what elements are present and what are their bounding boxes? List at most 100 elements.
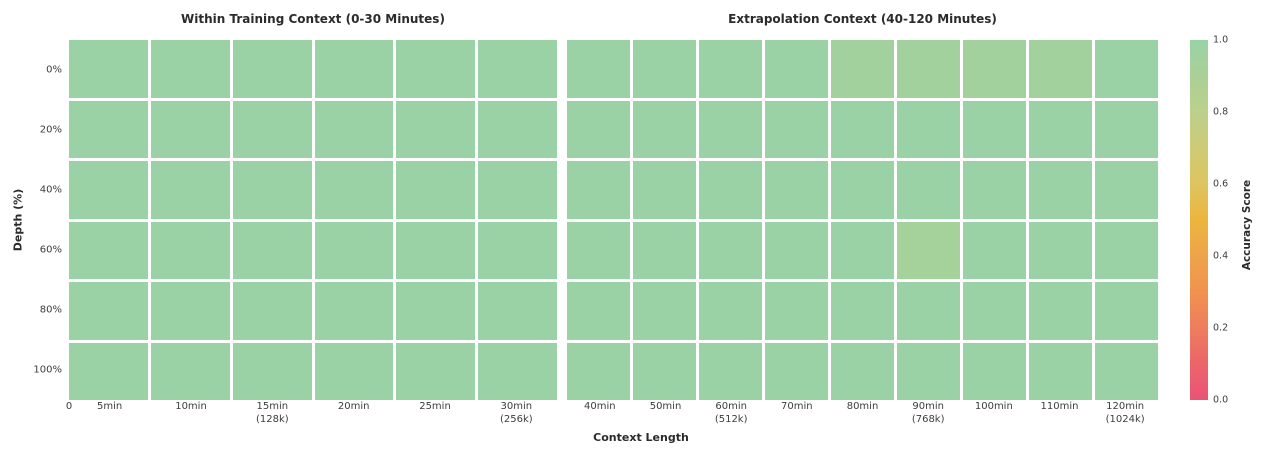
heatmap-cell (831, 282, 894, 340)
heatmap-cell (897, 40, 960, 98)
heatmap-cell (963, 161, 1026, 219)
heatmap-cell (1029, 100, 1092, 158)
colorbar-tick-label: 1.0 (1213, 34, 1229, 46)
heatmap-cell (963, 100, 1026, 158)
right-heatmap-grid (567, 40, 1158, 400)
heatmap-cell (765, 221, 828, 279)
heatmap-cell (314, 161, 394, 219)
heatmap-cell (478, 100, 557, 158)
heatmap-cell (150, 342, 230, 400)
heatmap-cell (1029, 282, 1092, 340)
colorbar-tick-label: 0.0 (1213, 394, 1229, 406)
heatmap-cell (897, 100, 960, 158)
heatmap-cell (1095, 221, 1158, 279)
heatmap-cell (1029, 161, 1092, 219)
heatmap-cell (1029, 221, 1092, 279)
x-tick-label: 60min (512k) (714, 401, 748, 425)
heatmap-cell (314, 282, 394, 340)
heatmap-cell (396, 221, 476, 279)
heatmap-cell (69, 221, 148, 279)
heatmap-cell (69, 40, 148, 98)
x-tick-label: 10min (175, 401, 207, 412)
heatmap-cell (1095, 282, 1158, 340)
heatmap-cell (633, 100, 696, 158)
heatmap-cell (897, 282, 960, 340)
heatmap-cell (150, 40, 230, 98)
colorbar (1190, 40, 1208, 400)
heatmap-cell (396, 342, 476, 400)
heatmap-cell (699, 40, 762, 98)
heatmap-cell (831, 221, 894, 279)
heatmap-cell (396, 100, 476, 158)
heatmap-cell (232, 161, 312, 219)
x-tick-label: 100min (974, 401, 1013, 412)
heatmap-cell (232, 221, 312, 279)
heatmap-cell (963, 221, 1026, 279)
x-tick-label: 5min (97, 401, 123, 412)
y-tick-label: 80% (39, 304, 62, 316)
colorbar-tick-label: 0.2 (1213, 322, 1229, 334)
heatmap-cell (567, 161, 630, 219)
heatmap-cell (478, 342, 557, 400)
colorbar-tick-label: 0.4 (1213, 250, 1229, 262)
heatmap-cell (232, 282, 312, 340)
heatmap-cell (478, 282, 557, 340)
heatmap-cell (831, 342, 894, 400)
heatmap-cell (633, 342, 696, 400)
x-tick-label: 20min (337, 401, 370, 412)
heatmap-cell (567, 100, 630, 158)
heatmap-cell (633, 161, 696, 219)
x-tick-label-edge: 0 (65, 401, 73, 412)
heatmap-cell (232, 342, 312, 400)
heatmap-cell (232, 40, 312, 98)
heatmap-cell (314, 342, 394, 400)
heatmap-cell (478, 221, 557, 279)
heatmap-cell (897, 342, 960, 400)
heatmap-cell (314, 221, 394, 279)
heatmap-cell (699, 100, 762, 158)
heatmap-cell (699, 161, 762, 219)
y-axis-label: Depth (%) (11, 188, 25, 252)
heatmap-cell (897, 221, 960, 279)
x-tick-label: 15min (128k) (255, 401, 289, 425)
heatmap-cell (699, 342, 762, 400)
heatmap-cell (232, 100, 312, 158)
x-tick-label: 30min (256k) (499, 401, 533, 425)
heatmap-cell (69, 100, 148, 158)
y-tick-label: 100% (33, 364, 62, 376)
heatmap-cell (567, 282, 630, 340)
heatmap-cell (1095, 100, 1158, 158)
heatmap-cell (831, 100, 894, 158)
heatmap-cell (765, 342, 828, 400)
heatmap-cell (765, 100, 828, 158)
heatmap-cell (765, 40, 828, 98)
x-tick-label: 50min (649, 401, 682, 412)
heatmap-cell (69, 161, 148, 219)
heatmap-cell (396, 282, 476, 340)
heatmap-cell (567, 221, 630, 279)
heatmap-cell (699, 282, 762, 340)
heatmap-cell (633, 221, 696, 279)
x-axis-label: Context Length (593, 431, 689, 444)
heatmap-cell (478, 40, 557, 98)
x-tick-label: 25min (419, 401, 451, 412)
heatmap-cell (1029, 40, 1092, 98)
heatmap-cell (150, 161, 230, 219)
heatmap-cell (396, 40, 476, 98)
heatmap-cell (831, 40, 894, 98)
y-tick-label: 60% (39, 244, 62, 256)
heatmap-cell (1095, 40, 1158, 98)
x-tick-label: 40min (584, 401, 616, 412)
left-panel-title: Within Training Context (0-30 Minutes) (181, 12, 445, 26)
heatmap-cell (1095, 161, 1158, 219)
heatmap-cell (963, 342, 1026, 400)
heatmap-cell (765, 282, 828, 340)
heatmap-cell (567, 40, 630, 98)
heatmap-cell (963, 282, 1026, 340)
x-tick-label: 70min (781, 401, 813, 412)
y-tick-label: 0% (46, 64, 62, 76)
heatmap-cell (1095, 342, 1158, 400)
heatmap-cell (314, 40, 394, 98)
colorbar-tick-label: 0.6 (1213, 178, 1229, 190)
x-tick-label: 90min (768k) (911, 401, 945, 425)
